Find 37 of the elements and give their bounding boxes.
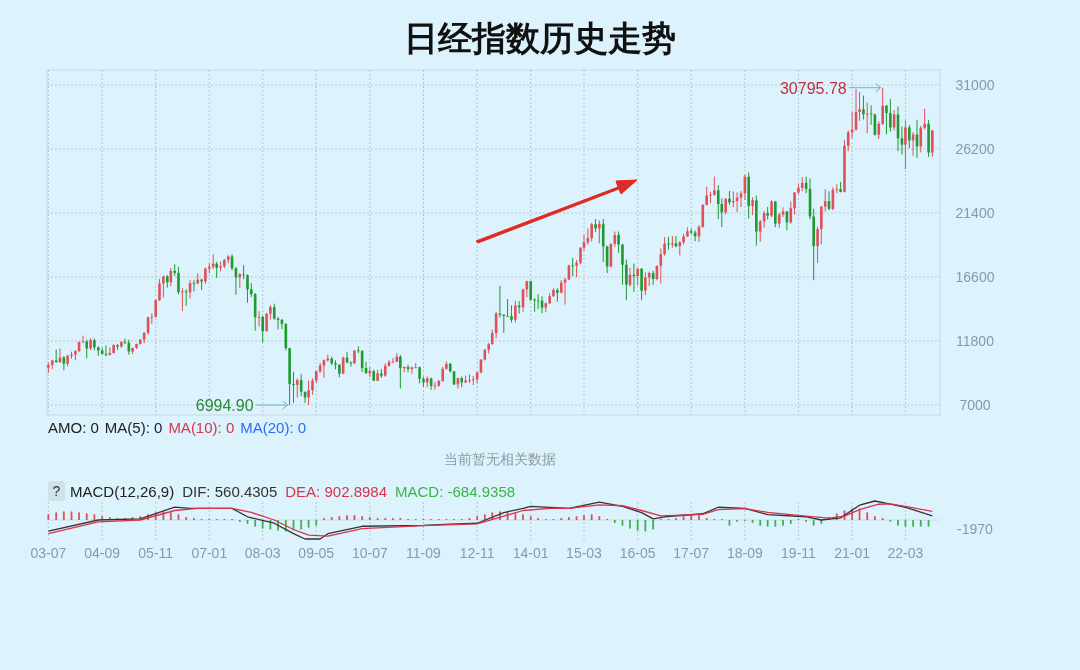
x-tick-label: 14-01 [512, 545, 549, 561]
y-tick-label: 16600 [955, 269, 995, 285]
y-tick-label: 31000 [955, 77, 995, 93]
y-tick-label: 21400 [955, 205, 995, 221]
series-label: DIF: 560.4305 [182, 483, 278, 500]
chart-title: 日经指数历史走势 [404, 19, 676, 57]
text: -1970 [957, 521, 994, 537]
annotation: 30795.78 [779, 79, 847, 97]
x-tick-label: 04-09 [84, 545, 121, 561]
x-tick-label: 12-11 [459, 545, 495, 561]
y-tick-label: 7000 [959, 397, 991, 413]
text: 当前暂无相关数据 [444, 451, 556, 467]
text: AMO: 0 [48, 419, 99, 436]
x-tick-label: 19-11 [781, 545, 817, 561]
text: MA(20): 0 [240, 419, 307, 436]
x-tick-label: 10-07 [351, 545, 388, 561]
y-tick-label: 11800 [956, 333, 995, 349]
x-tick-label: 09-05 [298, 545, 335, 561]
x-tick-label: 17-07 [673, 545, 710, 561]
text: MA(10): 0 [168, 419, 235, 436]
chart-title: MACD(12,26,9) [70, 483, 175, 500]
x-tick-label: 21-01 [834, 545, 871, 561]
annotation: 6994.90 [195, 397, 254, 415]
y-tick-label: 26200 [955, 141, 995, 157]
series-label: DEA: 902.8984 [285, 483, 388, 500]
x-tick-label: 08-03 [244, 545, 281, 561]
text: MACD: -684.9358 [395, 483, 516, 500]
text: ? [52, 483, 61, 499]
text: MA(5): 0 [104, 419, 163, 436]
x-tick-label: 18-09 [727, 545, 764, 561]
x-tick-label: 16-05 [619, 545, 656, 561]
x-tick-label: 22-03 [887, 545, 924, 561]
x-tick-label: 05-11 [138, 545, 174, 561]
x-tick-label: 03-07 [30, 545, 67, 561]
x-tick-label: 15-03 [566, 545, 603, 561]
x-tick-label: 11-09 [406, 545, 442, 561]
x-tick-label: 07-01 [191, 545, 228, 561]
